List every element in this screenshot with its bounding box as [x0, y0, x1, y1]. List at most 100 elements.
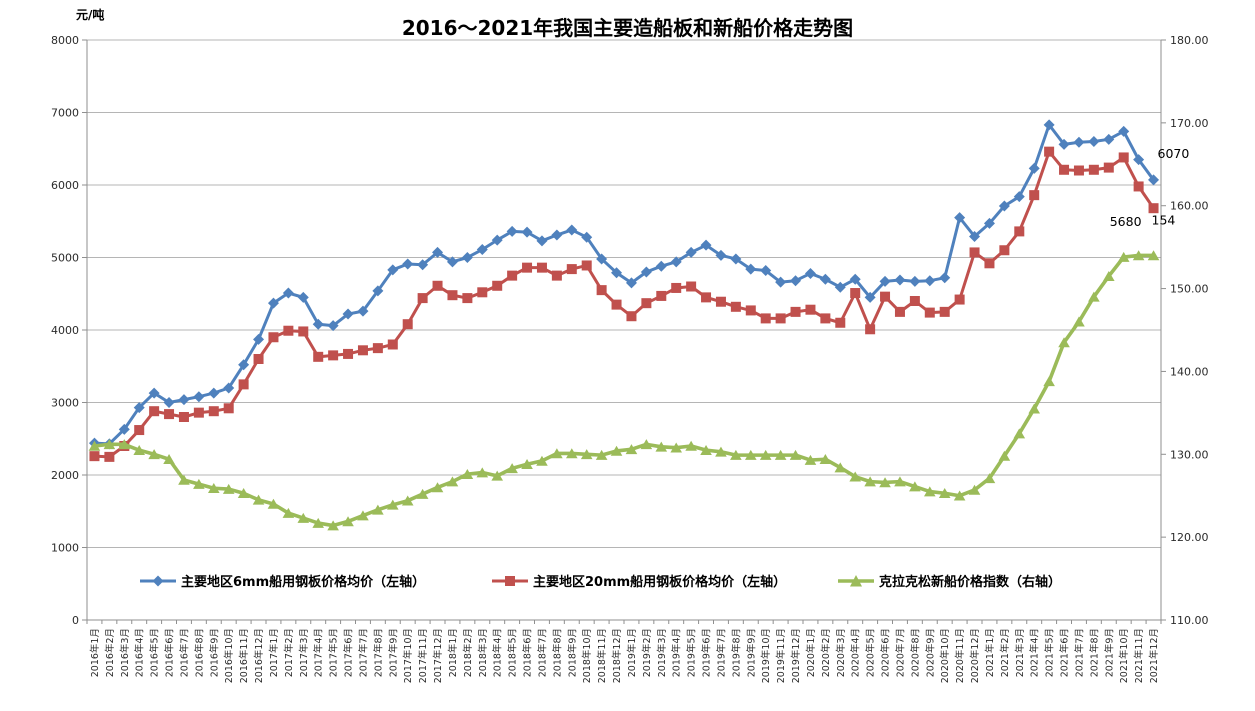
left-axis-tick-label: 1000	[51, 542, 79, 555]
marker-diamond	[834, 281, 846, 293]
marker-triangle	[1147, 250, 1160, 261]
x-axis-label: 2018年7月	[536, 628, 548, 677]
marker-square	[730, 301, 741, 312]
marker-square	[134, 425, 145, 436]
marker-diamond	[342, 308, 354, 320]
marker-triangle	[88, 440, 101, 451]
x-axis-labels: 2016年1月 2016年2月 2016年3月 2016年4月 2016年5月 2016年…	[89, 628, 1160, 683]
marker-diamond	[715, 249, 727, 261]
marker-diamond	[819, 273, 831, 285]
marker-triangle	[1043, 376, 1055, 387]
left-axis-tick-label: 0	[72, 614, 79, 627]
marker-triangle	[431, 482, 444, 493]
x-axis-label: 2021年12月	[1148, 628, 1160, 683]
legend-item-clarksons-index: 克拉克松新船价格指数（右轴）	[838, 571, 1061, 590]
marker-square	[865, 324, 876, 335]
x-axis-label: 2017年4月	[313, 628, 325, 677]
marker-triangle	[1117, 251, 1130, 262]
marker-square	[820, 313, 831, 324]
marker-square	[477, 287, 488, 298]
marker-triangle	[282, 507, 295, 518]
marker-triangle	[446, 476, 459, 487]
marker-triangle	[864, 476, 876, 487]
marker-diamond	[566, 224, 578, 236]
marker-diamond	[879, 275, 891, 287]
marker-triangle	[327, 520, 339, 531]
marker-diamond	[849, 273, 861, 285]
x-axis-label: 2020年9月	[924, 628, 936, 677]
marker-square	[507, 270, 518, 281]
x-axis-label: 2019年12月	[790, 628, 802, 683]
legend-item-20mm-plate: 主要地区20mm船用钢板价格均价（左轴）	[492, 571, 786, 590]
marker-triangle	[506, 463, 518, 474]
marker-square	[790, 306, 801, 317]
marker-diamond	[760, 265, 772, 277]
marker-triangle	[551, 448, 563, 459]
x-axis-label: 2016年10月	[223, 628, 235, 683]
left-axis-tick-label: 2000	[51, 469, 79, 482]
x-axis-label: 2017年10月	[402, 628, 414, 683]
marker-triangle	[789, 449, 802, 460]
legend-item-6mm-plate: 主要地区6mm船用钢板价格均价（左轴）	[140, 571, 425, 590]
marker-diamond	[387, 264, 399, 276]
x-axis-label: 2018年5月	[507, 628, 519, 677]
marker-square	[387, 339, 398, 350]
marker-diamond	[969, 230, 981, 242]
marker-triangle	[879, 477, 891, 488]
marker-diamond	[954, 212, 966, 224]
left-axis-tick-label: 7000	[51, 107, 79, 120]
marker-diamond	[864, 291, 876, 303]
marker-diamond	[983, 217, 995, 229]
marker-square	[178, 412, 189, 422]
series-6mm-plate	[88, 119, 1160, 450]
marker-triangle	[998, 450, 1011, 461]
marker-square	[760, 313, 771, 324]
marker-triangle	[1058, 337, 1070, 348]
x-axis-label: 2016年2月	[104, 628, 116, 677]
marker-triangle	[804, 454, 817, 465]
marker-diamond	[1148, 174, 1160, 186]
marker-diamond	[282, 287, 294, 299]
marker-diamond	[625, 277, 637, 289]
marker-diamond	[193, 391, 205, 403]
axes: 0 1000 2000 3000 4000 5000 6000 7000 8000 110.00 1…	[51, 34, 1209, 627]
x-axis-label: 2020年6月	[880, 628, 892, 677]
marker-diamond	[238, 359, 250, 371]
x-axis-label: 2021年4月	[1029, 628, 1041, 677]
marker-square	[193, 407, 204, 418]
marker-triangle	[909, 481, 921, 492]
marker-square	[984, 258, 995, 269]
marker-diamond	[297, 291, 309, 303]
legend-label-clarksons-index: 克拉克松新船价格指数（右轴）	[879, 575, 1062, 590]
marker-diamond	[1103, 133, 1115, 145]
x-axis-label: 2017年5月	[328, 628, 340, 677]
x-axis-label: 2019年8月	[730, 628, 742, 677]
x-axis-label: 2017年11月	[417, 628, 429, 683]
x-axis-label: 2020年1月	[805, 628, 817, 677]
marker-diamond	[1013, 191, 1025, 203]
marker-triangle	[715, 446, 727, 457]
marker-square	[1014, 226, 1025, 237]
x-axis-label: 2019年6月	[701, 628, 713, 677]
x-axis-label: 2018年10月	[581, 628, 593, 683]
left-axis-tick-label: 4000	[51, 324, 79, 337]
marker-diamond	[417, 259, 429, 271]
x-axis-label: 2016年8月	[193, 628, 205, 677]
right-axis-tick-label: 140.00	[1170, 365, 1209, 378]
x-axis-label: 2018年8月	[551, 628, 563, 677]
marker-triangle	[1132, 250, 1145, 261]
marker-diamond	[596, 253, 608, 265]
x-axis-label: 2018年6月	[522, 628, 534, 677]
marker-triangle	[178, 474, 190, 485]
marker-square	[835, 317, 846, 328]
marker-square	[551, 270, 562, 281]
marker-triangle	[521, 459, 533, 470]
x-axis-label: 2016年7月	[178, 628, 190, 677]
marker-square	[104, 451, 115, 462]
x-axis-label: 2017年7月	[357, 628, 369, 677]
marker-square	[536, 262, 547, 273]
marker-triangle	[193, 478, 205, 489]
marker-square	[671, 282, 682, 293]
data-label: 154	[1152, 212, 1176, 227]
